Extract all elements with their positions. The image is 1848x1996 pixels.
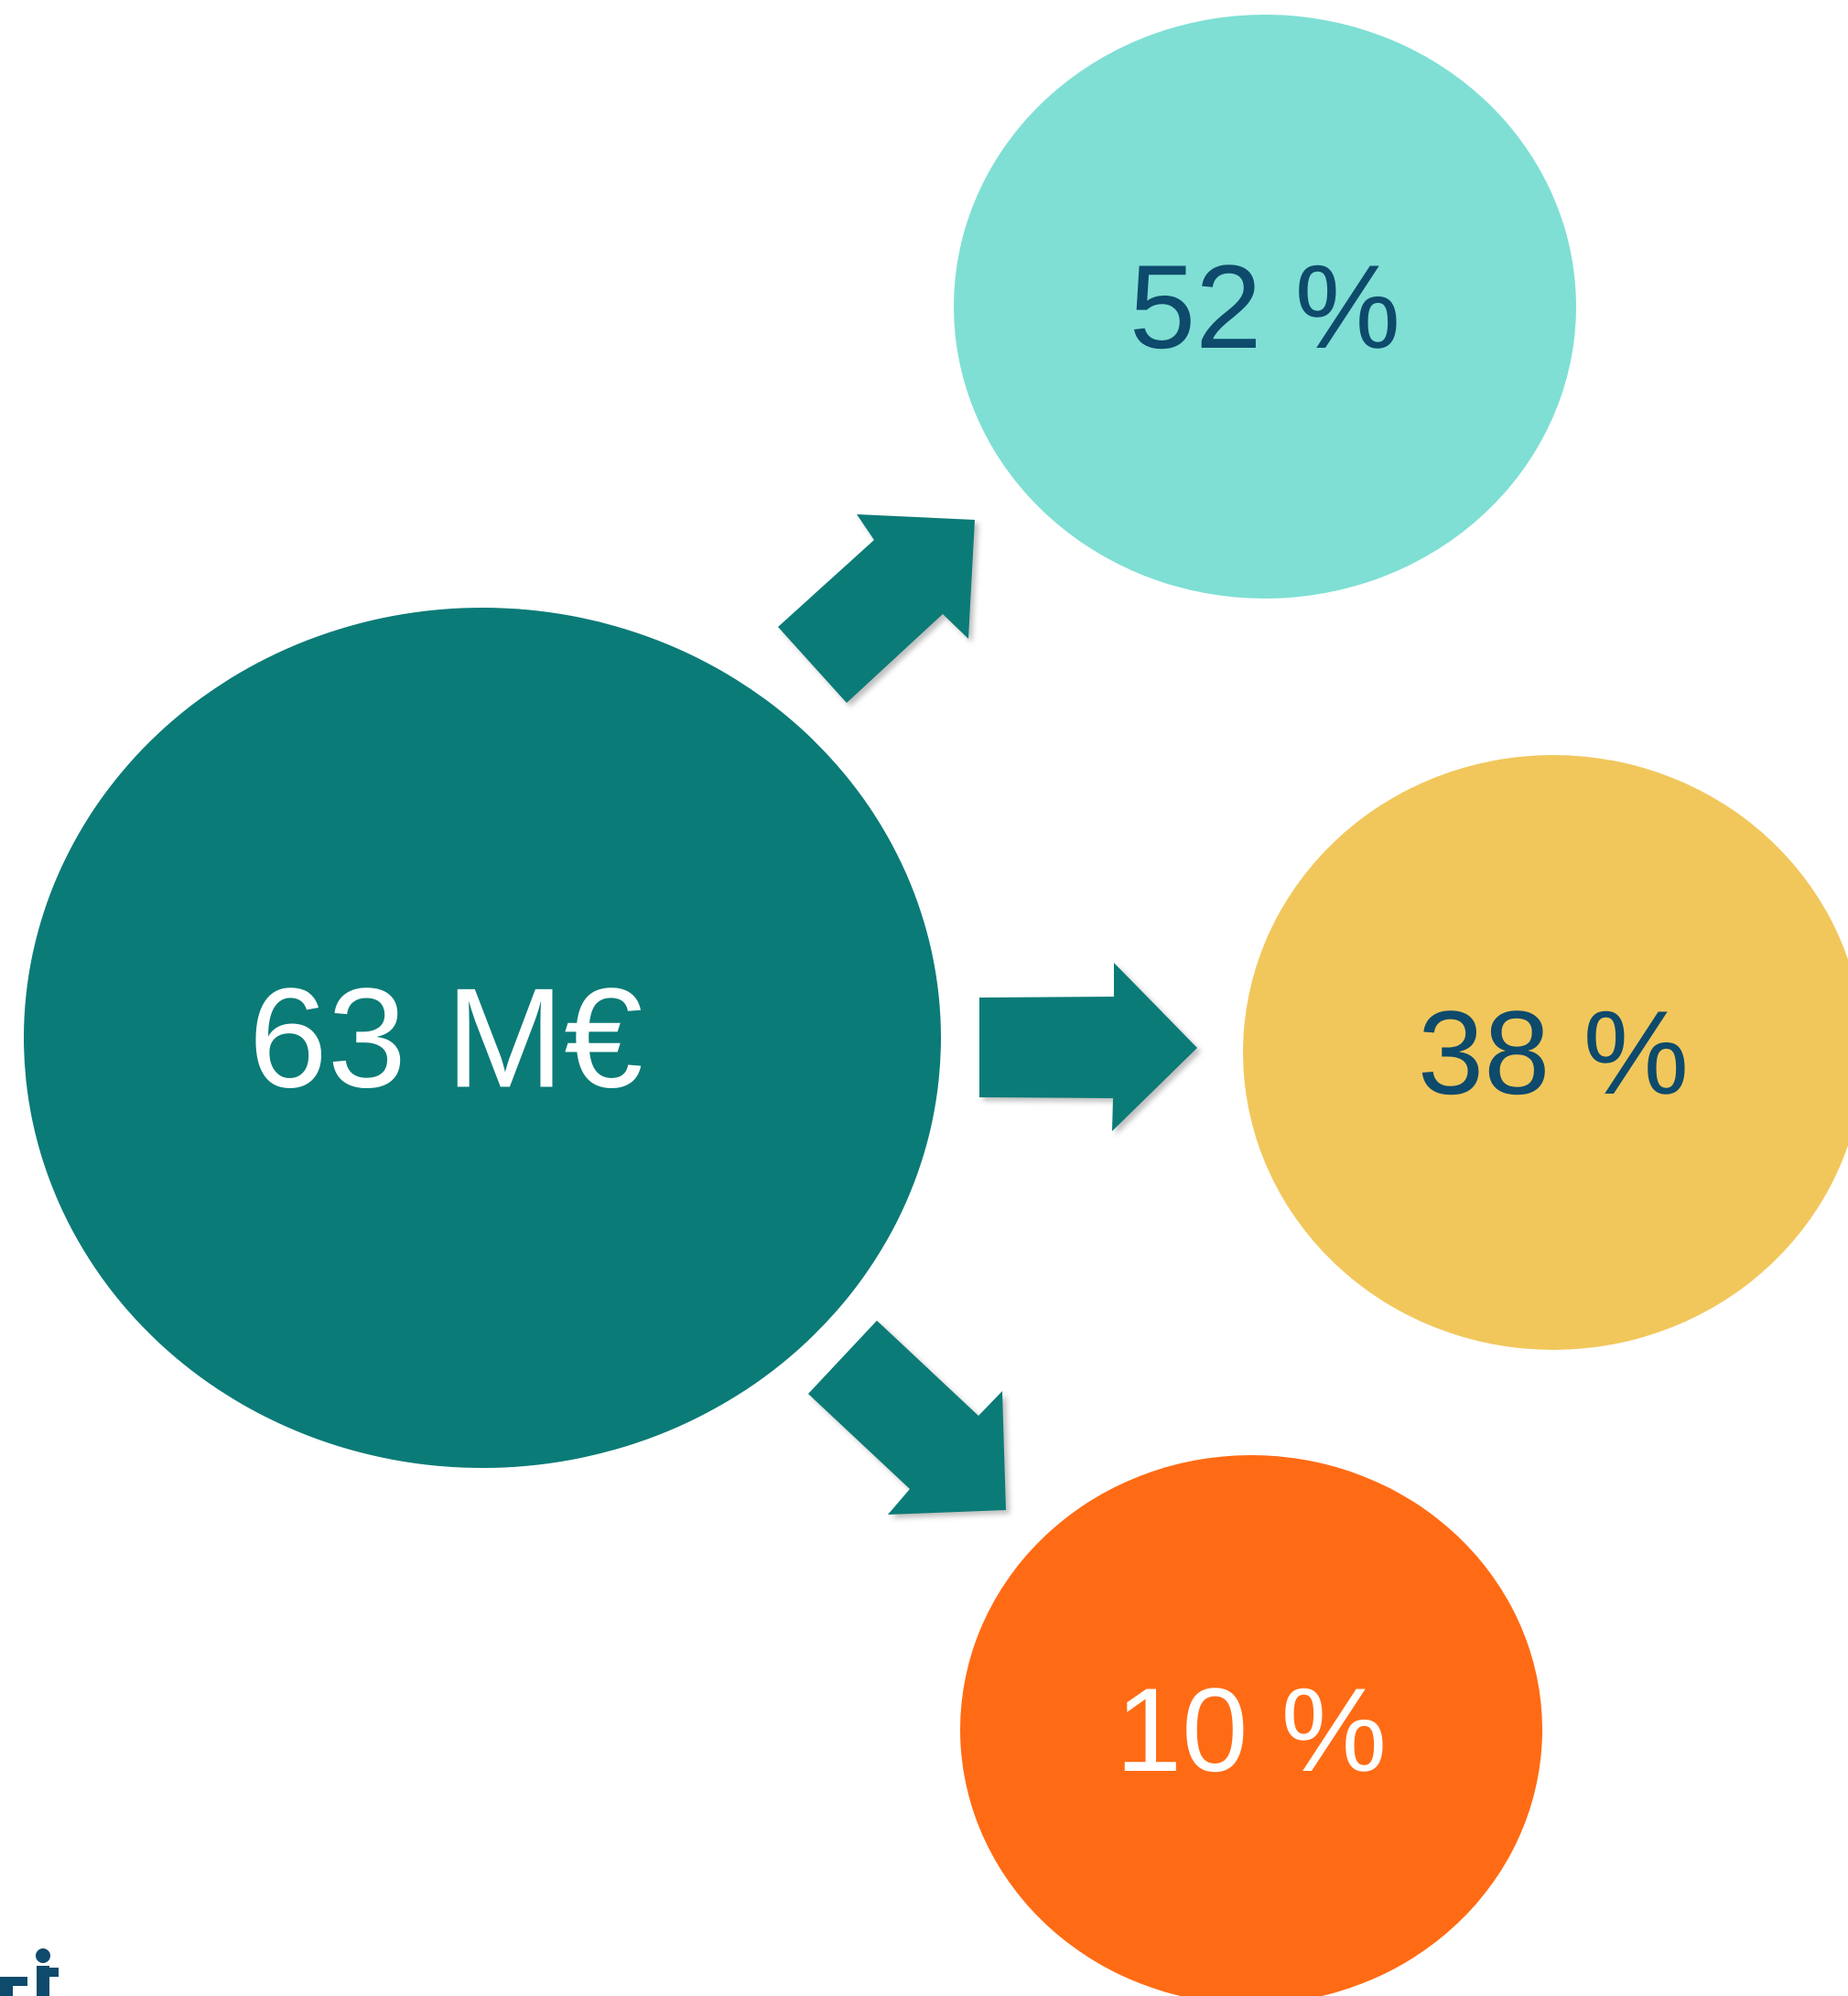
target-percent-label-38: 38 % xyxy=(1418,986,1689,1119)
source-circle xyxy=(24,608,941,1468)
arrow-to-10 xyxy=(808,1321,1006,1515)
arrow-to-52 xyxy=(778,514,975,703)
target-circle-52 xyxy=(954,15,1576,599)
target-percent-label-52: 52 % xyxy=(1129,240,1400,373)
logo-mark-partial xyxy=(0,1948,59,1996)
arrow-to-38 xyxy=(979,963,1197,1131)
target-circle-38 xyxy=(1243,755,1848,1350)
target-percent-label-10: 10 % xyxy=(1116,1663,1387,1796)
target-circle-10 xyxy=(960,1455,1542,1996)
source-value-label: 63 M€ xyxy=(249,959,643,1117)
